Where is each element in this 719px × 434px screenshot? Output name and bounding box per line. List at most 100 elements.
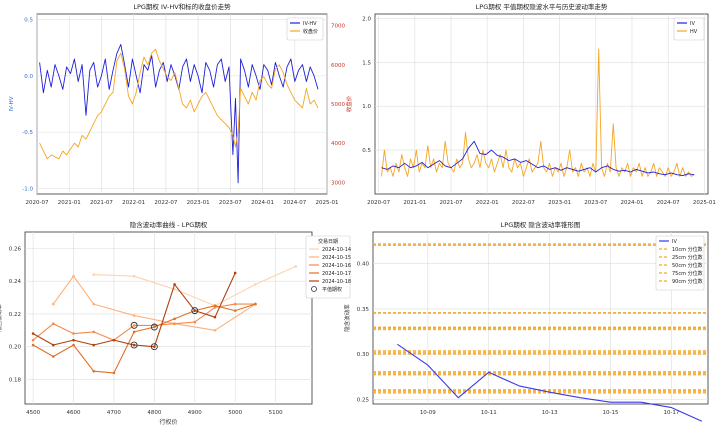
x-tick-label: 2024-01 (620, 200, 643, 206)
y-tick-label: 0.25 (357, 397, 370, 403)
series-point (51, 322, 55, 326)
atm-marker (150, 343, 158, 351)
legend-box (655, 235, 705, 291)
series-point (132, 330, 136, 334)
legend-label: 50cm 分位数 (672, 262, 703, 269)
y-tick-label: 0.5 (362, 148, 371, 154)
legend-label: 10cm 分位数 (672, 246, 703, 253)
legend-label: IV (690, 21, 695, 27)
x-tick-label: 2020-07 (26, 200, 49, 206)
y-tick-label: 0.18 (9, 377, 22, 383)
x-tick-label: 2024-01 (251, 200, 274, 206)
atm-marker (130, 341, 138, 349)
plot-area-0 (36, 13, 328, 195)
y2-tick-label: 4000 (331, 141, 345, 147)
chart-title: LPG期权 隐含波动率锥形图 (501, 220, 581, 229)
y-tick-label: 0.26 (9, 246, 22, 252)
series-point (173, 288, 176, 291)
y-tick-label: 0.20 (9, 345, 22, 351)
x-tick-label: 2023-01 (548, 200, 571, 206)
x-tick-label: 10-17 (663, 410, 679, 416)
series-point (294, 265, 298, 268)
legend-box (305, 235, 351, 299)
x-tick-label: 4800 (147, 410, 161, 416)
y-axis-label: IV-HV (9, 96, 15, 111)
chart-title: LPG期权 IV-HV和标的收盘价走势 (133, 2, 231, 11)
series-line-0 (39, 43, 319, 184)
series-line-0 (93, 265, 297, 307)
series-point (233, 309, 237, 312)
x-tick-label: 2021-07 (90, 200, 113, 206)
series-point (193, 309, 197, 312)
legend-label: IV (672, 239, 677, 245)
chart-3: 10-09 10-11 10-13 10-15 10-17 0.25 0.30 0.35 0.4… (343, 220, 709, 422)
series-point (72, 343, 75, 347)
legend-label: 90cm 分位数 (672, 278, 703, 285)
x-tick-label: 2023-07 (219, 200, 242, 206)
series-point (92, 330, 96, 334)
series-point (112, 371, 116, 375)
legend-label: 2024-10-17 (322, 271, 351, 277)
series-point (72, 338, 75, 342)
chart-title: LPG期权 平值期权隐波水平与历史波动率走势 (476, 2, 608, 11)
series-point (132, 343, 136, 347)
series-point (132, 324, 136, 327)
y2-tick-label: 3000 (331, 180, 345, 186)
series-point (31, 332, 35, 335)
series-point (31, 343, 35, 347)
plot-area-2 (24, 231, 313, 405)
x-tick-label: 2021-01 (58, 200, 81, 206)
x-tick-label: 2022-01 (476, 200, 499, 206)
legend-label: 75cm 分位数 (672, 270, 703, 277)
y-tick-label: 0.0 (24, 74, 33, 80)
x-tick-label: 10-11 (481, 410, 497, 416)
y-tick-label: 0.24 (9, 279, 22, 285)
chart-2: 4500 4600 4700 4800 4900 5000 5100 0.18 0.20 0.22… (0, 220, 351, 426)
series-point (92, 343, 96, 347)
legend-label: 2024-10-14 (322, 247, 351, 253)
series-point (213, 328, 217, 332)
legend-label: 25cm 分位数 (672, 254, 703, 261)
y-tick-label: -0.5 (22, 130, 33, 136)
y-tick-label: 0.35 (357, 307, 370, 313)
x-tick-label: 2022-01 (122, 200, 145, 206)
legend-label: 平值期权 (322, 286, 342, 293)
series-point (153, 345, 156, 348)
series-line-1 (39, 48, 319, 160)
y2-tick-label: 5000 (331, 102, 345, 108)
x-tick-label: 4600 (67, 410, 81, 416)
series-point (233, 271, 237, 275)
y-tick-label: 0.40 (357, 262, 370, 268)
x-tick-label: 5100 (269, 410, 283, 416)
series-point (193, 320, 197, 324)
legend-label: 2024-10-18 (322, 279, 351, 285)
legend: 交易日期 2024-10-14 2024-10-15 2024-10-16 2024-1… (305, 235, 351, 299)
x-tick-label: 2021-01 (403, 200, 426, 206)
x-tick-label: 4500 (26, 410, 40, 416)
legend: IV HV (673, 17, 705, 41)
y-axis-label: 隐含波动率 (0, 304, 3, 332)
x-tick-label: 2024-07 (657, 200, 680, 206)
legend-label: IV-HV (303, 21, 317, 27)
y2-axis-label: 收盘价 (345, 95, 353, 112)
y-tick-label: 0.30 (357, 352, 370, 358)
x-tick-label: 2023-01 (187, 200, 210, 206)
y2-tick-label: 6000 (331, 63, 345, 69)
series-point (31, 338, 35, 342)
series-point (51, 302, 55, 306)
x-tick-label: 2023-07 (584, 200, 607, 206)
series-point (51, 355, 55, 358)
chart-title: 隐含波动率曲线 - LPG期权 (130, 220, 208, 229)
legend-marker (311, 286, 317, 292)
series-line-3 (32, 303, 256, 374)
x-tick-label: 2025-01 (316, 200, 339, 206)
series-point (153, 325, 156, 329)
series-point (132, 314, 136, 317)
series-point (173, 322, 176, 326)
x-tick-label: 5000 (228, 410, 242, 416)
legend-title: 交易日期 (318, 238, 338, 245)
atm-marker (130, 321, 138, 329)
